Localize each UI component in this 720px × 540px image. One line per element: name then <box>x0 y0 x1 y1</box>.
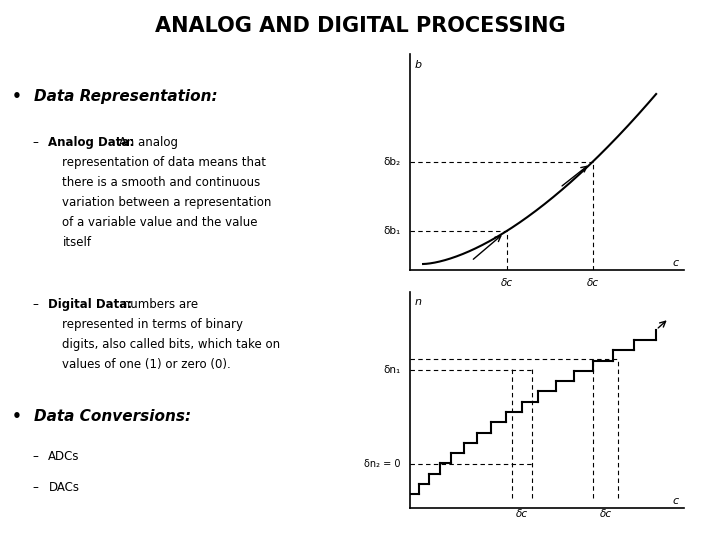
Text: δb₂: δb₂ <box>383 157 400 167</box>
Text: •: • <box>12 409 22 424</box>
Text: variation between a representation: variation between a representation <box>63 196 272 209</box>
Text: c: c <box>672 496 679 505</box>
Text: δn₁: δn₁ <box>383 365 400 375</box>
Text: of a variable value and the value: of a variable value and the value <box>63 216 258 229</box>
Text: digits, also called bits, which take on: digits, also called bits, which take on <box>63 338 281 350</box>
Text: n: n <box>414 298 421 307</box>
Text: δc: δc <box>587 278 599 288</box>
Text: represented in terms of binary: represented in terms of binary <box>63 318 243 330</box>
Text: –: – <box>32 481 38 494</box>
Text: numbers are: numbers are <box>119 298 198 310</box>
Text: Analog Data:: Analog Data: <box>48 136 135 149</box>
Text: An analog: An analog <box>115 136 178 149</box>
Text: –: – <box>32 298 38 310</box>
Text: ADCs: ADCs <box>48 450 80 463</box>
Text: c: c <box>672 258 679 268</box>
Text: itself: itself <box>63 236 91 249</box>
Text: b: b <box>414 60 421 70</box>
Text: representation of data means that: representation of data means that <box>63 156 266 169</box>
Text: –: – <box>32 136 38 149</box>
Text: •: • <box>12 89 22 104</box>
Text: Data Conversions:: Data Conversions: <box>35 409 192 424</box>
Text: ANALOG AND DIGITAL PROCESSING: ANALOG AND DIGITAL PROCESSING <box>155 16 565 36</box>
Text: δb₁: δb₁ <box>383 226 400 236</box>
Text: Data Representation:: Data Representation: <box>35 89 218 104</box>
Text: values of one (1) or zero (0).: values of one (1) or zero (0). <box>63 357 231 370</box>
Text: δc: δc <box>500 278 513 288</box>
Text: DACs: DACs <box>48 481 79 494</box>
Text: δn₂ = 0: δn₂ = 0 <box>364 458 400 469</box>
Text: Digital Data:: Digital Data: <box>48 298 132 310</box>
Text: δc: δc <box>600 509 611 519</box>
Text: δc: δc <box>516 509 528 519</box>
Text: –: – <box>32 450 38 463</box>
Text: there is a smooth and continuous: there is a smooth and continuous <box>63 176 261 189</box>
